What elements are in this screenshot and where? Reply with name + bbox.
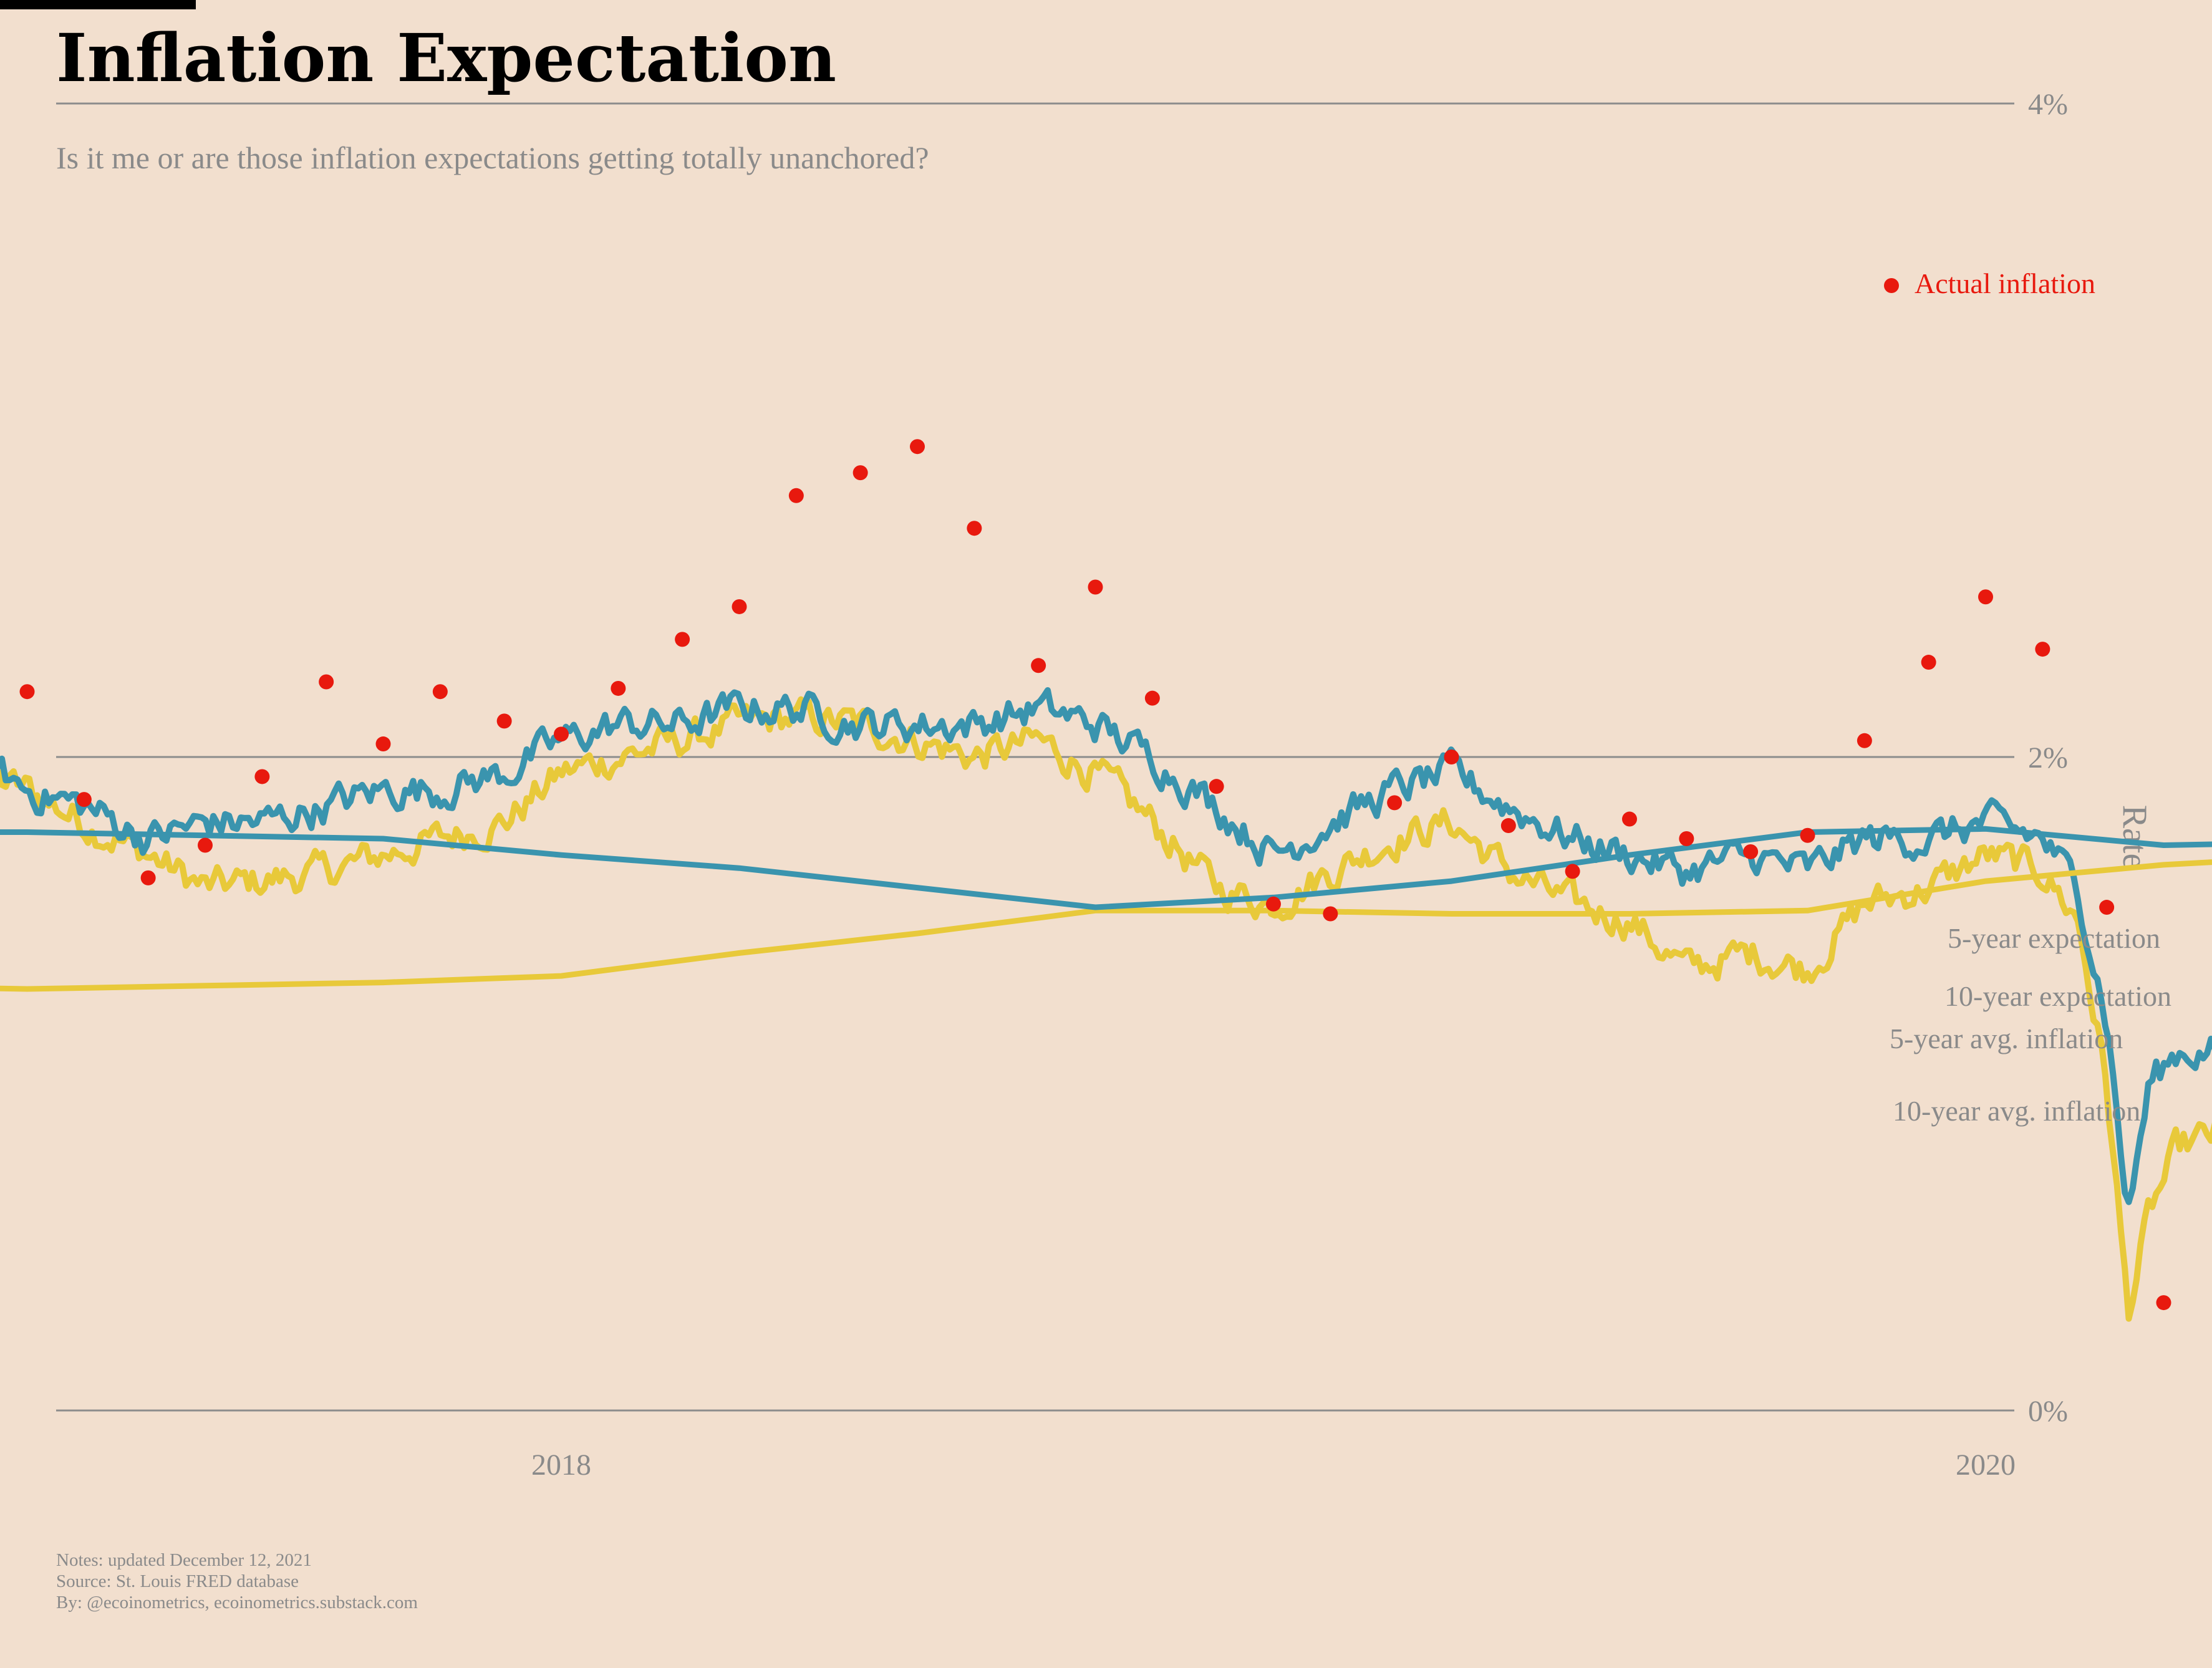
inflation-point — [1144, 690, 1160, 706]
series-labels: 5-year expectation 10-year expectation 5-y… — [1884, 268, 2171, 1127]
notes-line: Notes: updated December 12, 2021 — [56, 1550, 312, 1570]
inflation-point — [76, 792, 92, 807]
inflation-point — [788, 488, 804, 503]
series-label: 5-year expectation — [1948, 922, 2160, 954]
inflation-point — [554, 726, 569, 742]
inflation-point — [967, 521, 982, 536]
inflation-point — [910, 439, 925, 455]
top-accent-bar — [0, 0, 196, 9]
series-line-1 — [0, 687, 2212, 1205]
inflation-point — [2035, 642, 2050, 657]
inflation-point — [1565, 864, 1580, 879]
inflation-point — [1444, 750, 1459, 764]
inflation-point — [732, 599, 747, 614]
inflation-point — [1800, 827, 1815, 843]
inflation-point — [1622, 811, 1637, 827]
inflation-point — [496, 713, 512, 729]
chart-subtitle: Is it me or are those inflation expectat… — [56, 140, 929, 175]
legend-dot-actual-inflation — [1884, 278, 1899, 293]
inflation-point — [852, 465, 868, 481]
grid-lines — [56, 102, 2014, 1412]
inflation-point — [1500, 818, 1516, 834]
series-label: 5-year avg. inflation — [1890, 1023, 2123, 1054]
series-label: 10-year avg. inflation — [1893, 1095, 2140, 1127]
inflation-point — [1266, 896, 1281, 912]
series-line-2 — [0, 859, 2212, 992]
chart-title: Inflation Expectation — [56, 19, 837, 97]
inflation-point — [140, 870, 156, 885]
inflation-point — [1857, 733, 1872, 748]
inflation-point — [1387, 795, 1403, 811]
inflation-point — [319, 674, 334, 690]
series-line-0 — [0, 696, 2212, 1322]
inflation-point — [1743, 844, 1759, 859]
y-tick-label: 0% — [2028, 1395, 2068, 1428]
inflation-point — [1031, 658, 1046, 673]
y-tick-label: 2% — [2028, 741, 2068, 774]
inflation-point — [675, 632, 690, 647]
inflation-point — [2099, 900, 2115, 915]
y-tick-label: 4% — [2028, 88, 2068, 121]
inflation-point — [198, 837, 213, 853]
inflation-point — [2156, 1295, 2171, 1311]
inflation-point — [1978, 589, 1993, 605]
footer-notes: Notes: updated December 12, 2021 Source:… — [56, 1550, 418, 1613]
series-lines — [0, 687, 2212, 1322]
x-tick-labels: 201820202022 — [531, 1449, 2016, 1482]
inflation-point — [1323, 906, 1338, 922]
series-label-actual-inflation: Actual inflation — [1915, 268, 2095, 299]
source-line: Source: St. Louis FRED database — [56, 1571, 299, 1591]
y-tick-labels: 0%2%4%6% — [2028, 88, 2068, 1428]
inflation-point — [1921, 655, 1936, 670]
inflation-point — [254, 769, 270, 784]
inflation-point — [375, 736, 391, 752]
inflation-point — [1088, 579, 1103, 595]
inflation-point — [19, 684, 35, 700]
scatter-points — [19, 439, 2171, 1311]
y-axis-label: Rate — [2115, 805, 2154, 869]
inflation-point — [1679, 831, 1694, 846]
inflation-point — [611, 680, 626, 696]
series-line-3 — [0, 826, 2212, 910]
x-tick-label: 2018 — [531, 1449, 591, 1482]
series-label: 10-year expectation — [1944, 980, 2171, 1012]
byline: By: @ecoinometrics, ecoinometrics.substa… — [56, 1593, 418, 1613]
inflation-point — [432, 684, 448, 700]
inflation-point — [1209, 779, 1224, 794]
x-tick-label: 2020 — [1956, 1449, 2016, 1482]
